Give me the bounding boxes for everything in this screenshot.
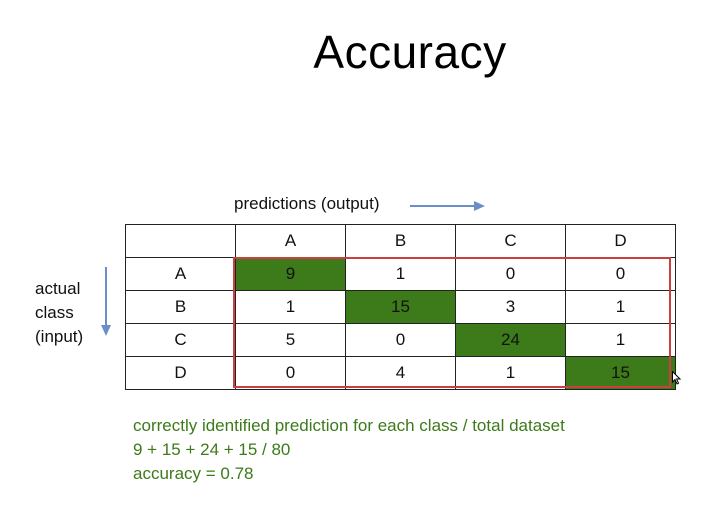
column-header-d: D bbox=[565, 224, 676, 258]
matrix-cell: 1 bbox=[565, 290, 676, 324]
matrix-row-c: C 5 0 24 1 bbox=[125, 323, 676, 357]
matrix-cell-diagonal: 9 bbox=[235, 257, 346, 291]
notes-line-calculation: 9 + 15 + 24 + 15 / 80 bbox=[133, 440, 291, 459]
matrix-cell: 0 bbox=[345, 323, 456, 357]
matrix-cell: 1 bbox=[455, 356, 566, 390]
matrix-cell-diagonal: 15 bbox=[345, 290, 456, 324]
notes-line-formula-description: correctly identified prediction for each… bbox=[133, 416, 565, 435]
arrow-down-icon bbox=[101, 267, 111, 336]
matrix-row-d: D 0 4 1 15 bbox=[125, 356, 676, 390]
actual-label-line: (input) bbox=[35, 327, 84, 346]
matrix-cell: 0 bbox=[235, 356, 346, 390]
matrix-row-b: B 1 15 3 1 bbox=[125, 290, 676, 324]
matrix-cell: 1 bbox=[235, 290, 346, 324]
row-header-b: B bbox=[125, 290, 236, 324]
row-header-d: D bbox=[125, 356, 236, 390]
row-header-c: C bbox=[125, 323, 236, 357]
actual-label-line: class bbox=[35, 303, 74, 322]
matrix-cell: 4 bbox=[345, 356, 456, 390]
matrix-corner-cell bbox=[125, 224, 236, 258]
column-header-a: A bbox=[235, 224, 346, 258]
matrix-header-row: A B C D bbox=[125, 224, 676, 258]
matrix-cell: 1 bbox=[565, 323, 676, 357]
notes-line-result: accuracy = 0.78 bbox=[133, 464, 254, 483]
matrix-cell: 5 bbox=[235, 323, 346, 357]
accuracy-notes: correctly identified prediction for each… bbox=[133, 414, 565, 486]
actual-label-line: actual bbox=[35, 279, 81, 298]
row-header-a: A bbox=[125, 257, 236, 291]
predictions-label: predictions (output) bbox=[234, 194, 380, 213]
arrow-right-icon bbox=[410, 201, 485, 211]
confusion-matrix: A B C D A 9 1 0 0 B 1 15 3 1 C 5 0 24 1 … bbox=[125, 224, 676, 390]
column-header-b: B bbox=[345, 224, 456, 258]
matrix-cell: 1 bbox=[345, 257, 456, 291]
matrix-cell: 0 bbox=[565, 257, 676, 291]
matrix-cell: 3 bbox=[455, 290, 566, 324]
mouse-pointer-icon bbox=[672, 371, 681, 385]
column-header-c: C bbox=[455, 224, 566, 258]
matrix-cell-diagonal: 24 bbox=[455, 323, 566, 357]
matrix-cell: 0 bbox=[455, 257, 566, 291]
matrix-cell-diagonal: 15 bbox=[565, 356, 676, 390]
slide-title: Accuracy bbox=[313, 26, 507, 78]
matrix-row-a: A 9 1 0 0 bbox=[125, 257, 676, 291]
actual-class-label: actual class (input) bbox=[35, 277, 83, 349]
